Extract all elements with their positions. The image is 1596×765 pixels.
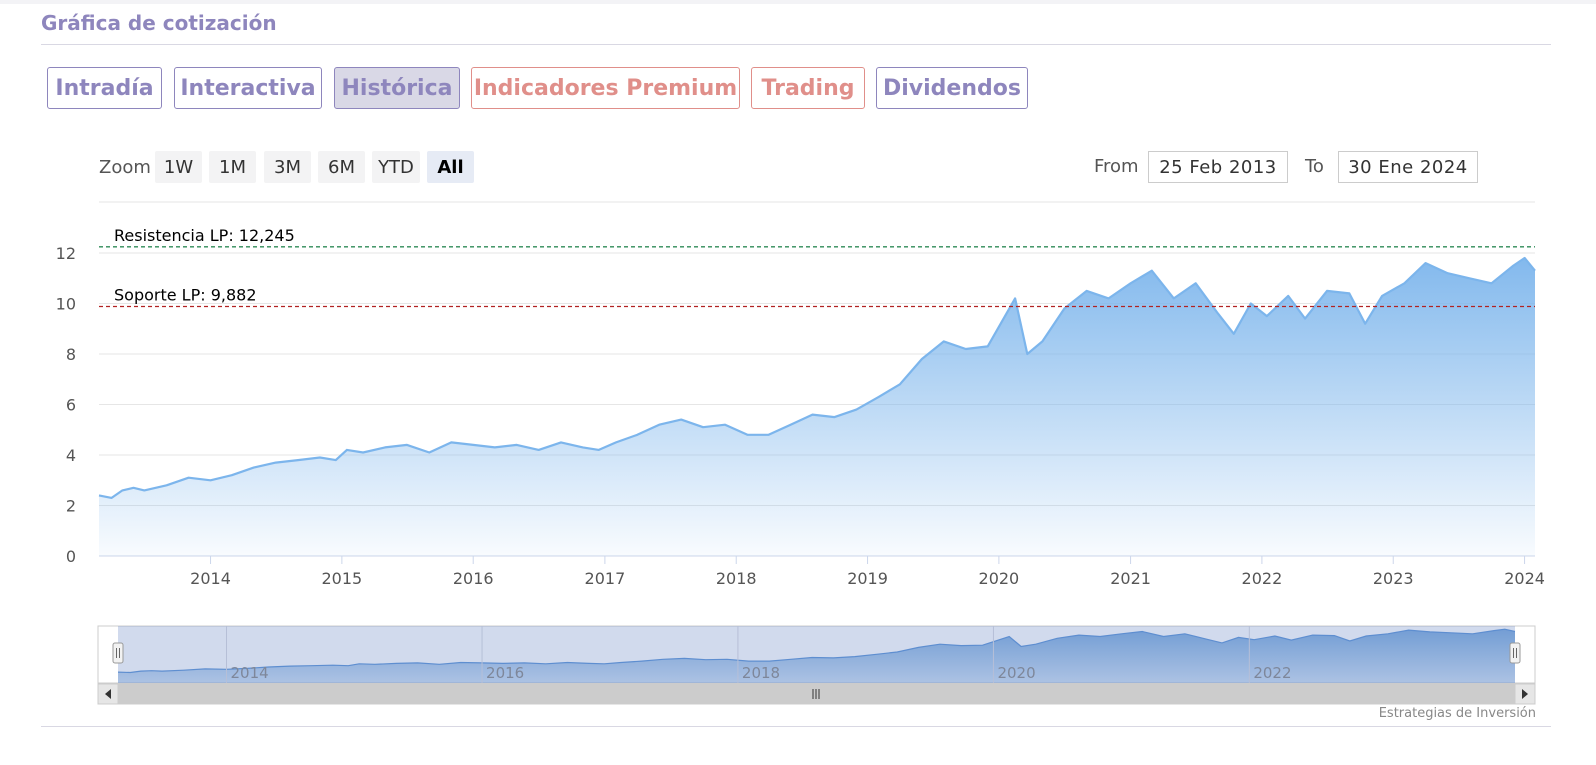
resistance-label: Resistencia LP: 12,245 (114, 226, 295, 245)
range-from-input[interactable]: 25 Feb 2013 (1148, 151, 1288, 183)
navigator-area (118, 629, 1515, 683)
zoom-1m-button[interactable]: 1M (209, 151, 256, 183)
tab-indicadores-premium[interactable]: Indicadores Premium (471, 67, 740, 109)
series-area (99, 258, 1535, 556)
tab-trading[interactable]: Trading (751, 67, 865, 109)
x-tick-label: 2014 (190, 569, 231, 588)
navigator-x-label: 2022 (1253, 664, 1291, 682)
range-from-label: From (1094, 156, 1139, 177)
page-title: Gráfica de cotización (41, 11, 277, 35)
x-tick-label: 2017 (585, 569, 626, 588)
x-tick-label: 2015 (322, 569, 363, 588)
x-tick-label: 2024 (1504, 569, 1545, 588)
range-to-label: To (1305, 156, 1324, 177)
y-tick-label: 0 (66, 547, 76, 566)
x-tick-label: 2020 (979, 569, 1020, 588)
navigator-selection-mask (118, 626, 1515, 683)
navigator-right-handle[interactable] (1509, 642, 1521, 664)
zoom-label: Zoom (99, 157, 151, 178)
y-tick-label: 6 (66, 396, 76, 415)
x-tick-label: 2016 (453, 569, 494, 588)
x-tick-label: 2019 (847, 569, 888, 588)
x-tick-label: 2021 (1110, 569, 1151, 588)
y-tick-label: 12 (56, 244, 76, 263)
navigator-line (117, 628, 1516, 674)
navigator-x-label: 2020 (997, 664, 1035, 682)
zoom-all-button[interactable]: All (427, 151, 474, 183)
series-line (98, 256, 1536, 499)
zoom-ytd-button[interactable]: YTD (372, 151, 420, 183)
x-tick-label: 2018 (716, 569, 757, 588)
support-label: Soporte LP: 9,882 (114, 285, 257, 304)
zoom-6m-button[interactable]: 6M (318, 151, 365, 183)
handle-body (1509, 642, 1521, 664)
x-tick-label: 2022 (1242, 569, 1283, 588)
navigator-x-label: 2014 (231, 664, 269, 682)
handle-body (112, 642, 124, 664)
arrow-right-icon (1522, 689, 1528, 699)
navigator-x-label: 2018 (742, 664, 780, 682)
y-tick-label: 2 (66, 497, 76, 516)
zoom-3m-button[interactable]: 3M (264, 151, 311, 183)
bottom-divider (41, 726, 1551, 727)
tab-interactiva[interactable]: Interactiva (174, 67, 322, 109)
tab-historica[interactable]: Histórica (334, 67, 460, 109)
x-tick-label: 2023 (1373, 569, 1414, 588)
chart-credit: Estrategias de Inversión (1378, 706, 1536, 721)
y-tick-label: 4 (66, 446, 76, 465)
scrollbar (97, 683, 1536, 705)
tab-intradia[interactable]: Intradía (47, 67, 162, 109)
title-divider (41, 44, 1551, 45)
navigator-x-label: 2016 (486, 664, 524, 682)
navigator-left-handle[interactable] (112, 642, 124, 664)
y-tick-label: 8 (66, 345, 76, 364)
zoom-1w-button[interactable]: 1W (155, 151, 202, 183)
arrow-left-icon (105, 689, 111, 699)
top-rule (0, 0, 1596, 4)
range-to-input[interactable]: 30 Ene 2024 (1338, 151, 1478, 183)
y-tick-label: 10 (56, 295, 76, 314)
tab-dividendos[interactable]: Dividendos (876, 67, 1028, 109)
